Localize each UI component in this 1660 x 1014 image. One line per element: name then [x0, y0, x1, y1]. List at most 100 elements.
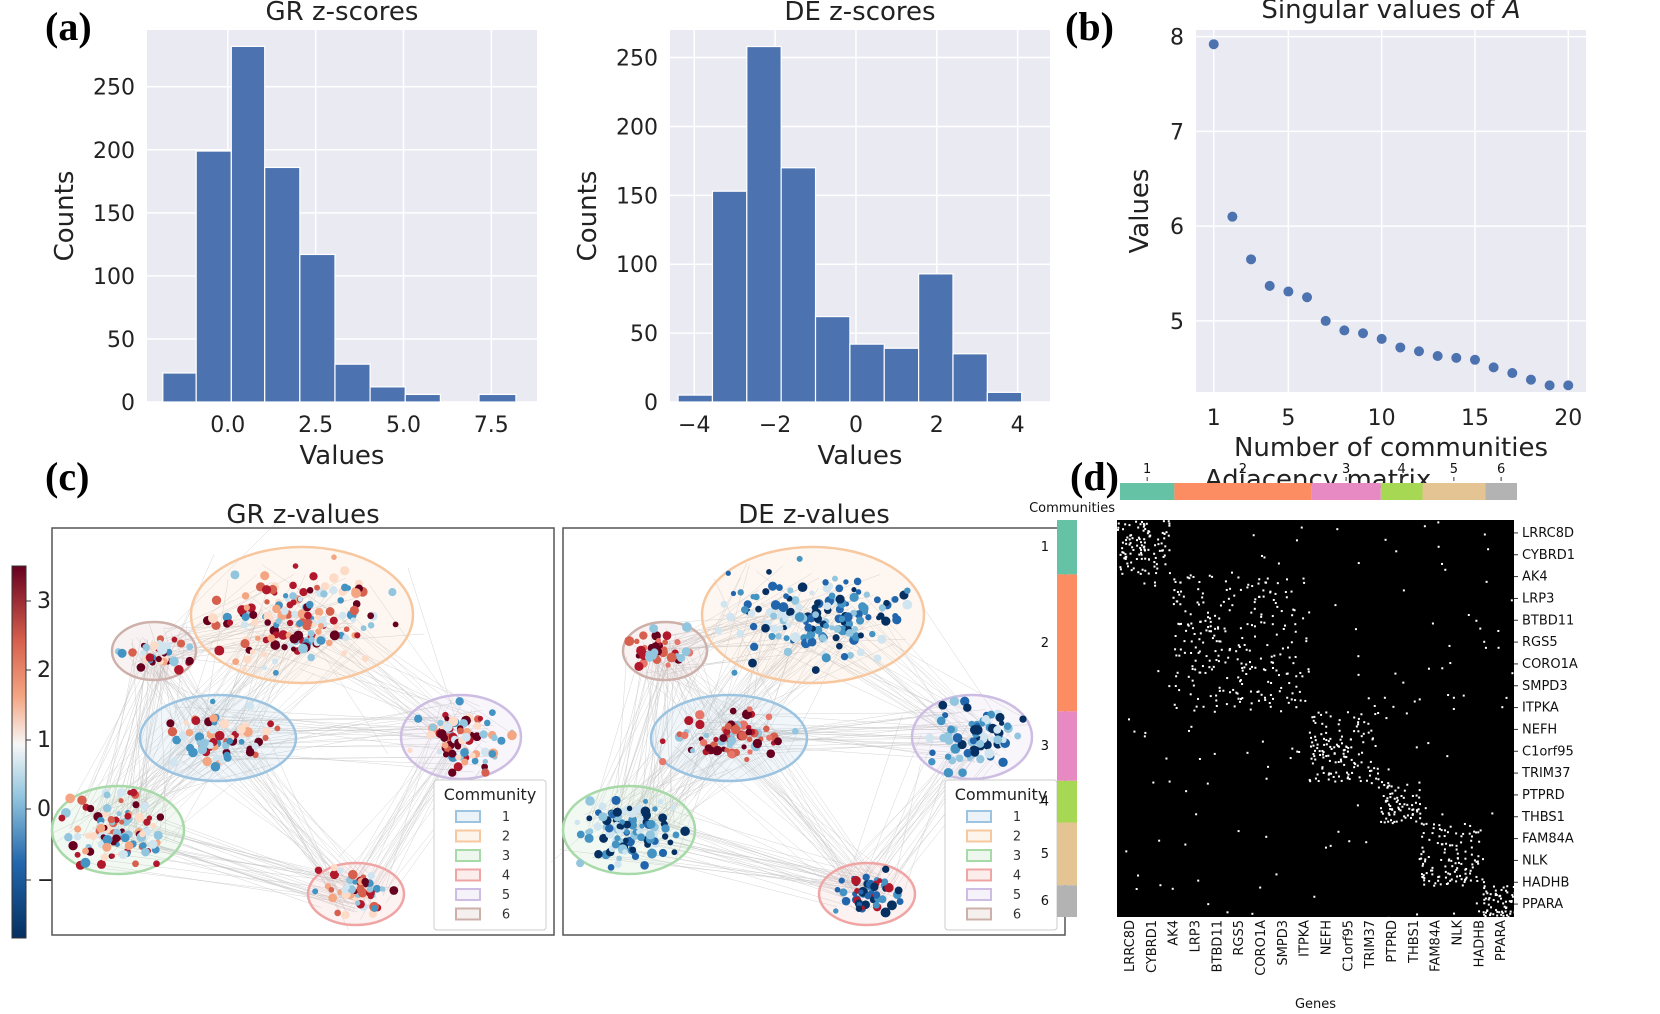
adjacency-entry [1386, 799, 1389, 802]
adjacency-entry [1225, 588, 1228, 591]
adjacency-entry [1163, 532, 1166, 535]
network-node [507, 730, 517, 741]
network-node [748, 658, 757, 668]
adjacency-entry [1187, 624, 1190, 627]
legend-title: Community [955, 785, 1048, 804]
adjacency-entry [1450, 878, 1453, 881]
adjacency-entry [1313, 749, 1316, 752]
adjacency-entry [1121, 541, 1124, 544]
adjacency-entry [1202, 601, 1205, 604]
network-edge [707, 753, 880, 899]
adjacency-entry [1177, 622, 1180, 625]
network-node [768, 632, 776, 640]
adjacency-entry [1418, 796, 1421, 799]
adjacency-entry [1172, 596, 1175, 599]
adjacency-entry [1154, 556, 1157, 559]
network-node [177, 639, 186, 648]
adjacency-entry [1132, 548, 1135, 551]
legend-swatch [455, 810, 481, 823]
adjacency-entry [1421, 835, 1424, 838]
adjacency-entry [1213, 634, 1216, 637]
adjacency-entry [1505, 696, 1508, 699]
adjacency-entry [1370, 729, 1373, 732]
network-node [140, 801, 150, 811]
adjacency-entry [1197, 651, 1200, 654]
network-node [976, 739, 985, 748]
adjacency-entry [1213, 710, 1216, 713]
adjacency-entry [1423, 879, 1426, 882]
adjacency-entry [1197, 588, 1200, 591]
network-node [957, 739, 967, 750]
network-edge [733, 744, 960, 761]
adjacency-entry [1149, 534, 1152, 537]
adjacency-entry [1267, 680, 1270, 683]
network-node [307, 630, 315, 637]
adjacency-entry [1265, 777, 1268, 780]
x-tick-label: 15 [1461, 406, 1489, 431]
network-node [315, 614, 321, 620]
adjacency-entry [1459, 874, 1462, 877]
network-node [719, 734, 728, 743]
data-point [1451, 352, 1462, 363]
adjacency-entry [1509, 910, 1512, 913]
adjacency-entry [1432, 827, 1435, 830]
network-node [766, 734, 773, 741]
adjacency-entry [1139, 547, 1142, 550]
adjacency-entry [1371, 738, 1374, 741]
adjacency-entry [1433, 823, 1436, 826]
network-node [139, 830, 146, 838]
network-node [328, 886, 335, 893]
adjacency-entry [1498, 895, 1501, 898]
adjacency-entry [1451, 865, 1454, 868]
network-node [681, 647, 691, 657]
network-node [832, 575, 838, 582]
adjacency-entry [1452, 707, 1455, 710]
network-node [262, 727, 271, 736]
adjacency-entry [1476, 860, 1479, 863]
adjacency-entry [1237, 676, 1240, 679]
network-edge [646, 638, 906, 650]
adjacency-entry [1320, 733, 1323, 736]
side-tick-label: 3 [1041, 739, 1049, 754]
adjacency-entry [1175, 654, 1178, 657]
adjacency-entry [1251, 912, 1254, 915]
network-edge [86, 656, 144, 803]
adjacency-entry [1316, 743, 1319, 746]
adjacency-entry [1126, 562, 1129, 565]
adjacency-entry [1438, 835, 1441, 838]
adjacency-entry [1391, 822, 1394, 825]
adjacency-entry [1135, 888, 1138, 891]
adjacency-entry [1391, 792, 1394, 795]
network-node [614, 835, 621, 842]
adjacency-entry [1307, 670, 1310, 673]
network-edge [673, 658, 773, 666]
network-edge [844, 714, 903, 891]
data-point [1432, 350, 1443, 361]
network-edge [83, 593, 200, 836]
network-node [865, 614, 872, 621]
network-edge [199, 743, 461, 750]
adjacency-entry [1209, 617, 1212, 620]
adjacency-entry [1217, 627, 1220, 630]
adjacency-entry [1385, 717, 1388, 720]
adjacency-entry [1470, 839, 1473, 842]
adjacency-entry [1431, 873, 1434, 876]
adjacency-entry [1512, 886, 1515, 889]
network-node [886, 900, 897, 911]
adjacency-entry [1119, 566, 1122, 569]
network-node [782, 624, 788, 631]
adjacency-entry [1327, 740, 1330, 743]
adjacency-entry [1179, 581, 1182, 584]
adjacency-entry [1202, 641, 1205, 644]
adjacency-entry [1239, 679, 1242, 682]
x-tick-label: −4 [678, 413, 710, 438]
adjacency-entry [1294, 623, 1297, 626]
adjacency-entry [1475, 860, 1478, 863]
network-node [148, 839, 158, 849]
legend-box [433, 779, 547, 931]
network-node [100, 853, 109, 862]
adjacency-entry [1251, 624, 1254, 627]
network-edge [304, 592, 497, 737]
network-node [828, 592, 836, 600]
